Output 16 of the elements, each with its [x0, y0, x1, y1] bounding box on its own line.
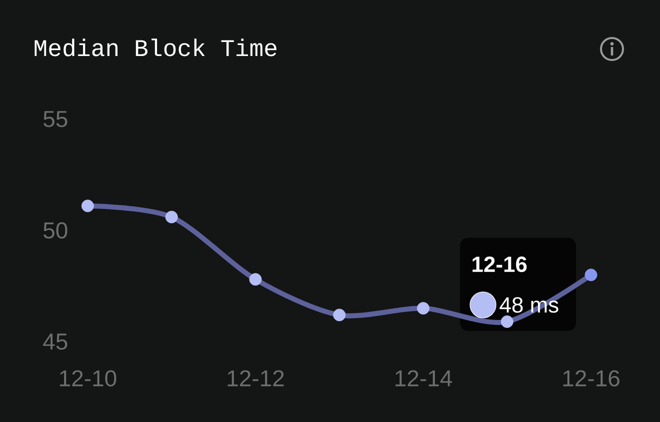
point [165, 210, 178, 224]
y-tick-label: 50 [44, 222, 68, 239]
x-tick-label: 12-10 [60, 370, 116, 386]
y-tick-label: 55 [44, 111, 68, 128]
chart-title: Median Block Time [34, 38, 276, 56]
annotation: 12-16 [472, 256, 527, 272]
point [333, 308, 346, 322]
x-tick-label: 12-16 [563, 370, 620, 386]
point [249, 273, 262, 286]
point [500, 315, 514, 328]
y-tick-label: 45 [43, 334, 68, 350]
point [416, 302, 430, 315]
x-tick-label: 12-12 [228, 370, 284, 386]
x-tick-label: 12-14 [396, 370, 452, 386]
point [81, 200, 94, 212]
point [584, 268, 598, 282]
